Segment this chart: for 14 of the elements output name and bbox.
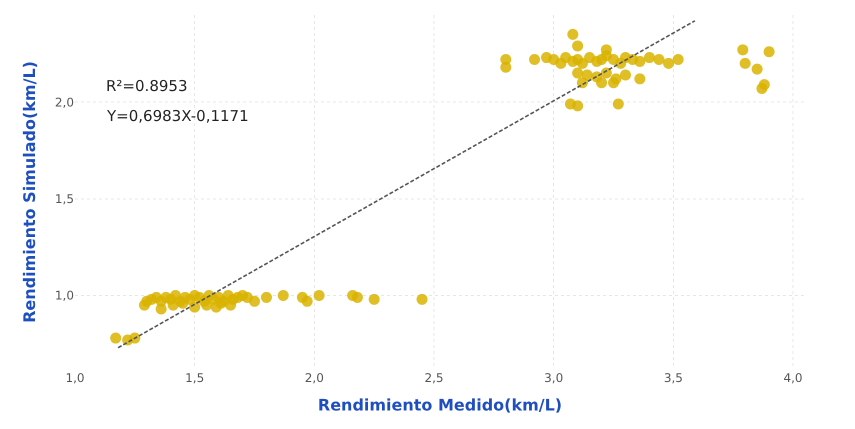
annotation: Y=0,6983X-0,1171 — [106, 107, 249, 125]
x-tick-label: 3,5 — [664, 371, 683, 385]
y-tick-label: 1,5 — [54, 192, 74, 206]
x-tick-label: 1,0 — [65, 371, 85, 385]
x-axis-title: Rendimiento Medido(km/L) — [318, 396, 562, 415]
x-tick-label: 3,0 — [544, 371, 564, 385]
y-axis-title: Rendimiento Simulado(km/L) — [20, 61, 39, 323]
x-tick-label: 2,0 — [304, 371, 324, 385]
annotation: R²=0.8953 — [106, 77, 188, 95]
y-tick-label: 2,0 — [54, 95, 74, 110]
y-tick-label: 1,0 — [54, 288, 74, 303]
x-tick-label: 2,5 — [424, 371, 444, 385]
x-tick-label: 1,5 — [185, 371, 204, 385]
x-tick-label: 4,0 — [783, 371, 803, 385]
